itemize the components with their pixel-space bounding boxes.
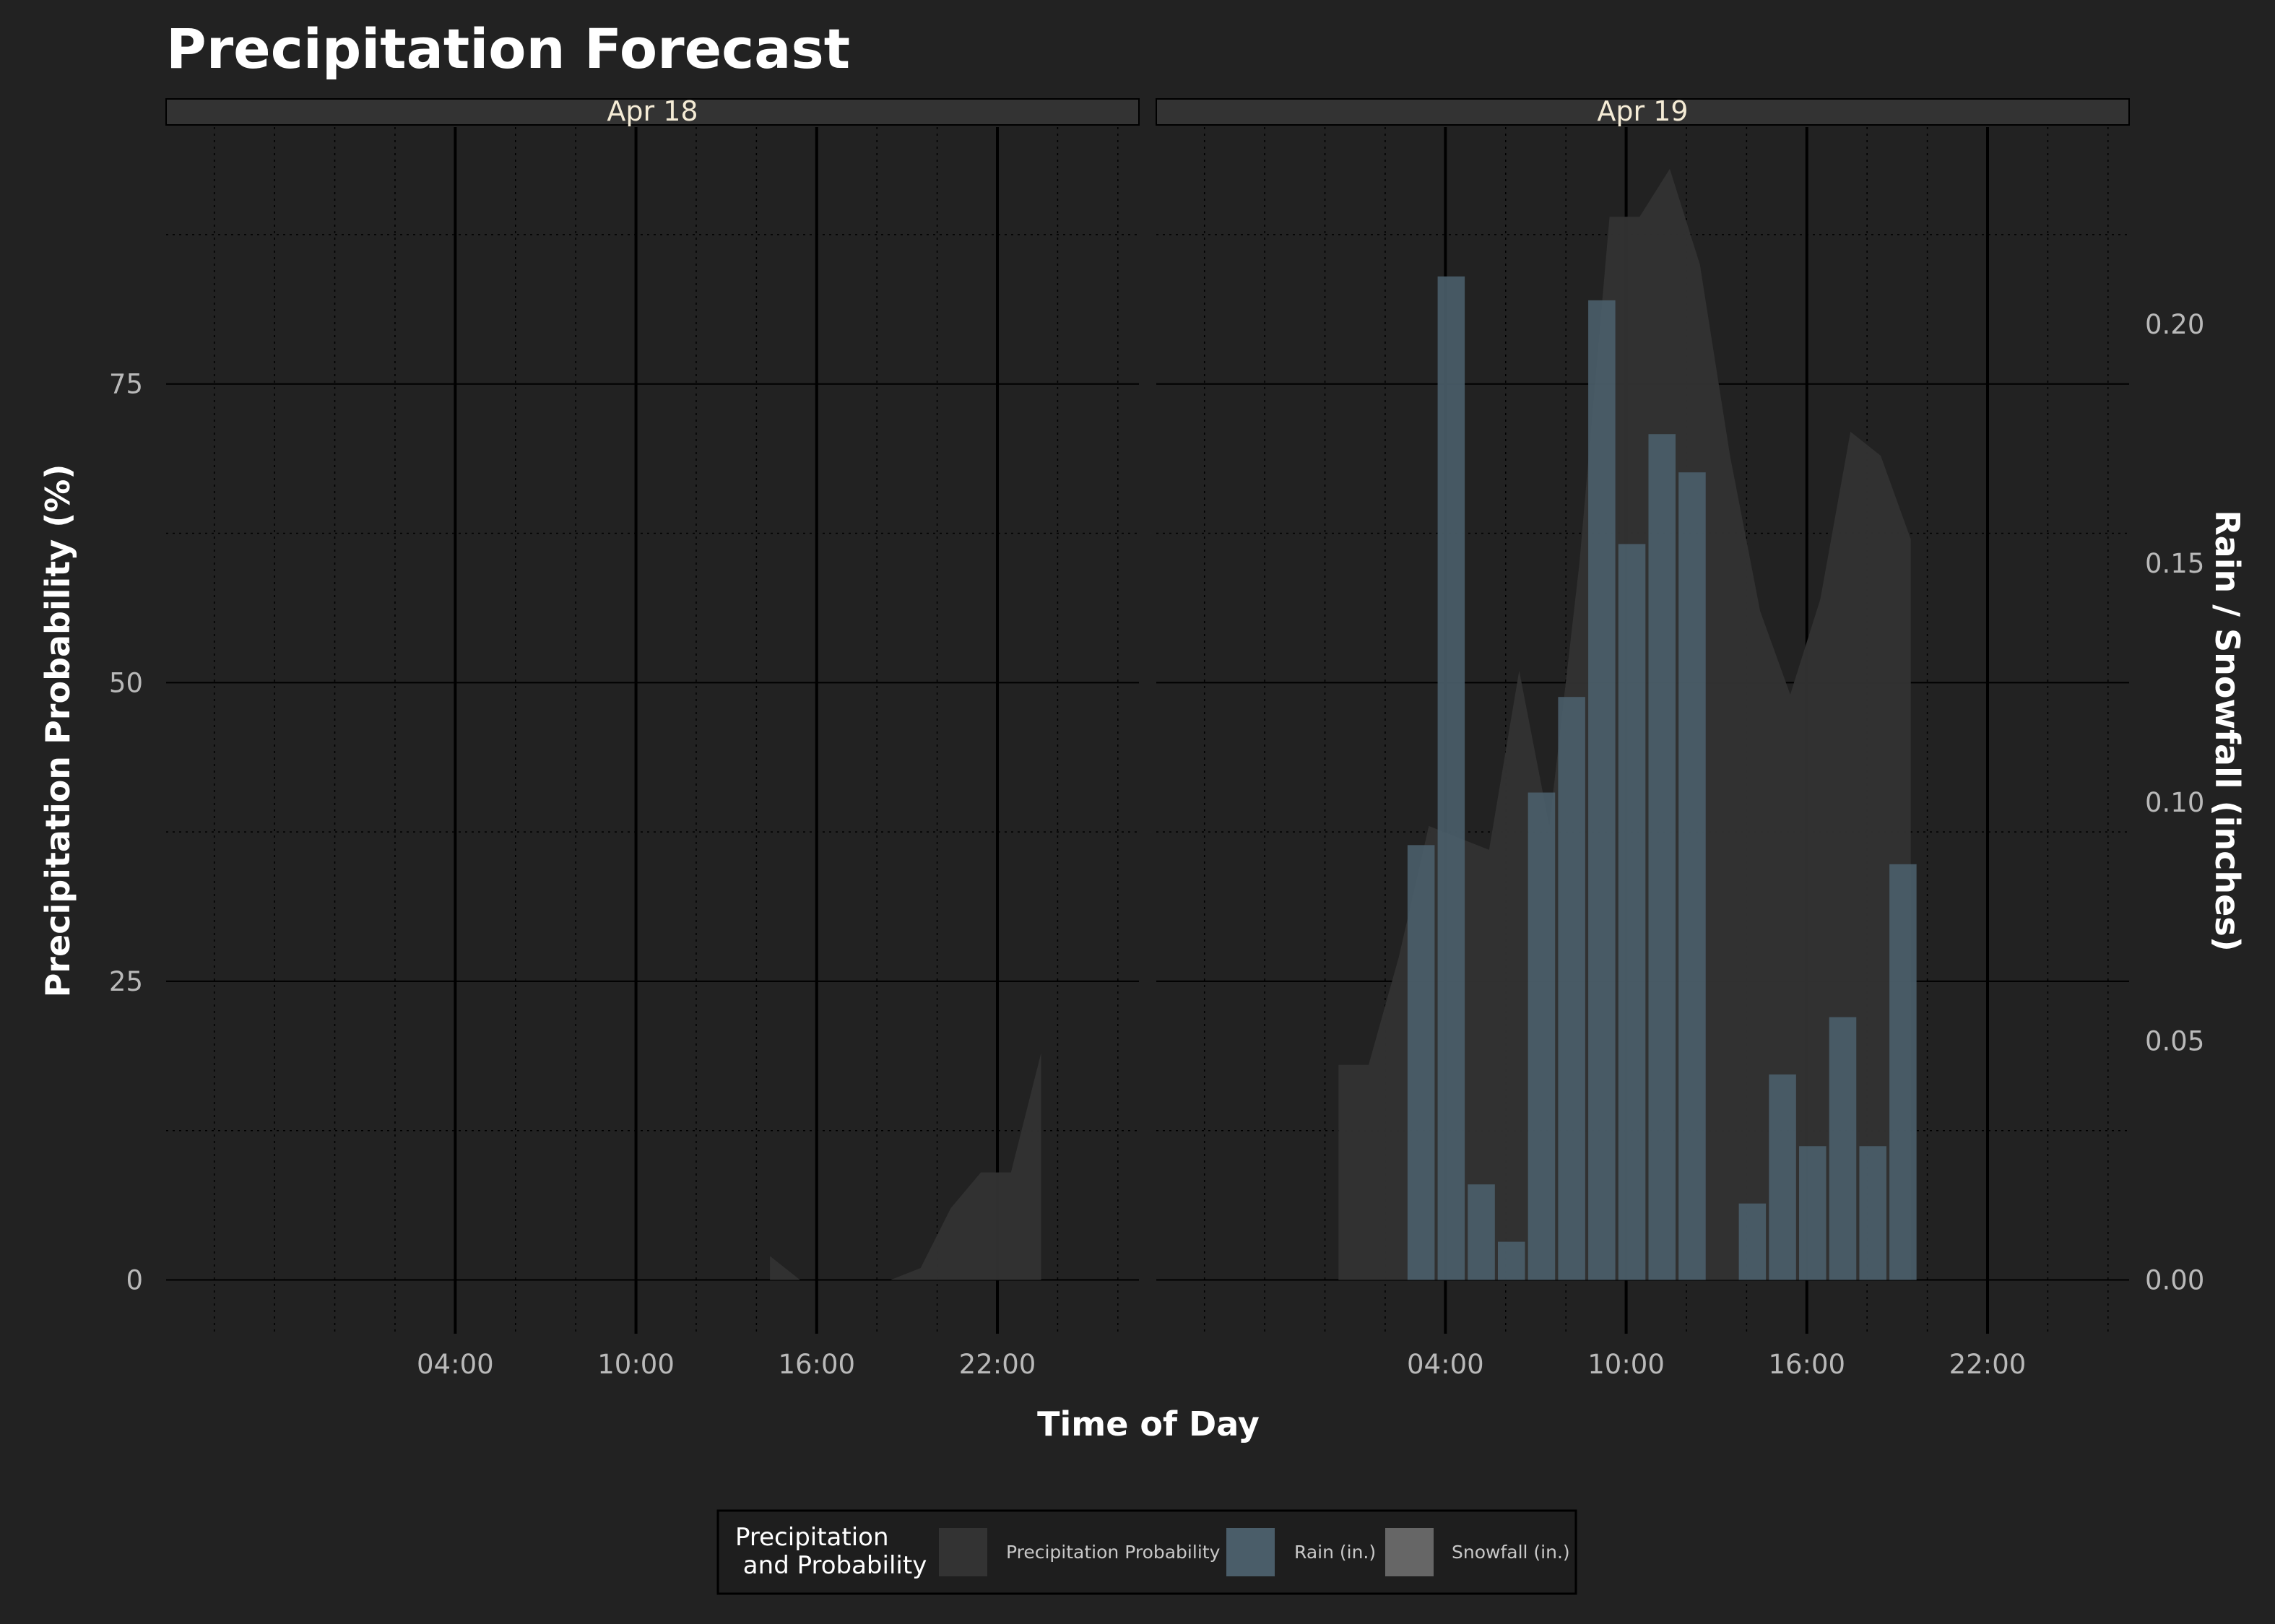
panel-apr-19: Apr 19 04:00 10:00 16:00 22:00 <box>1156 95 2130 1380</box>
strip-apr-19 <box>1156 98 2130 126</box>
y2-tick-label: 0.15 <box>2145 548 2204 579</box>
chart-title: Precipitation Forecast <box>166 17 850 81</box>
rain-bar <box>1618 544 1646 1280</box>
rain-bar <box>1558 697 1585 1280</box>
y2-tick-label: 0.20 <box>2145 309 2204 340</box>
rain-bar <box>1799 1146 1826 1280</box>
x-tick-label: 04:00 <box>417 1349 494 1380</box>
y2-tick-label: 0.10 <box>2145 787 2204 818</box>
rain-bar <box>1528 792 1556 1280</box>
y-tick-label: 25 <box>109 966 143 997</box>
rain-bar <box>1468 1184 1495 1280</box>
x-tick-label: 16:00 <box>778 1349 855 1380</box>
strip-label-apr-18: Apr 18 <box>607 95 698 127</box>
legend-title-line2: and Probability <box>735 1551 927 1580</box>
rain-bar <box>1769 1074 1796 1280</box>
strip-label-apr-19: Apr 19 <box>1597 95 1688 127</box>
legend-title-line1: Precipitation <box>735 1523 889 1552</box>
legend-key-rain <box>1226 1528 1275 1576</box>
y-tick-label: 0 <box>126 1265 143 1296</box>
x-axis-title: Time of Day <box>1037 1404 1260 1443</box>
rain-bar <box>1407 845 1435 1280</box>
legend-key-probability <box>939 1528 987 1576</box>
strip-apr-18 <box>165 98 1140 126</box>
rain-bar <box>1648 434 1676 1280</box>
panel-apr-18: Apr 18 04:00 10:00 16:00 22:00 <box>165 95 1140 1380</box>
y2-tick-label: 0.05 <box>2145 1026 2204 1057</box>
legend: Precipitation and Probability Precipitat… <box>716 1509 1577 1595</box>
x-tick-label: 10:00 <box>1587 1349 1665 1380</box>
y2-tick-label: 0.00 <box>2145 1265 2204 1296</box>
rain-bar <box>1889 864 1917 1280</box>
rain-bar <box>1829 1017 1857 1280</box>
rain-bar <box>1738 1203 1767 1280</box>
rain-bar <box>1437 276 1465 1280</box>
y-axis-title: Precipitation Probability (%) <box>38 464 77 998</box>
y-tick-label: 50 <box>109 667 143 698</box>
x-tick-label: 22:00 <box>1949 1349 2027 1380</box>
rain-bar <box>1497 1241 1525 1280</box>
legend-label-snowfall: Snowfall (in.) <box>1452 1542 1570 1563</box>
x-tick-label: 22:00 <box>959 1349 1036 1380</box>
rain-bar <box>1678 472 1706 1280</box>
rain-bar <box>1588 300 1616 1280</box>
probability-area-apr-18 <box>770 1053 1041 1280</box>
y2-axis-title: Rain / Snowfall (inches) <box>2208 510 2247 952</box>
rain-bar <box>1859 1146 1886 1280</box>
legend-label-rain: Rain (in.) <box>1294 1542 1376 1563</box>
legend-label-probability: Precipitation Probability <box>1006 1542 1221 1563</box>
x-tick-label: 10:00 <box>597 1349 675 1380</box>
legend-key-snowfall <box>1385 1528 1434 1576</box>
y-tick-label: 75 <box>109 369 143 400</box>
x-tick-label: 04:00 <box>1407 1349 1484 1380</box>
x-tick-label: 16:00 <box>1768 1349 1845 1380</box>
